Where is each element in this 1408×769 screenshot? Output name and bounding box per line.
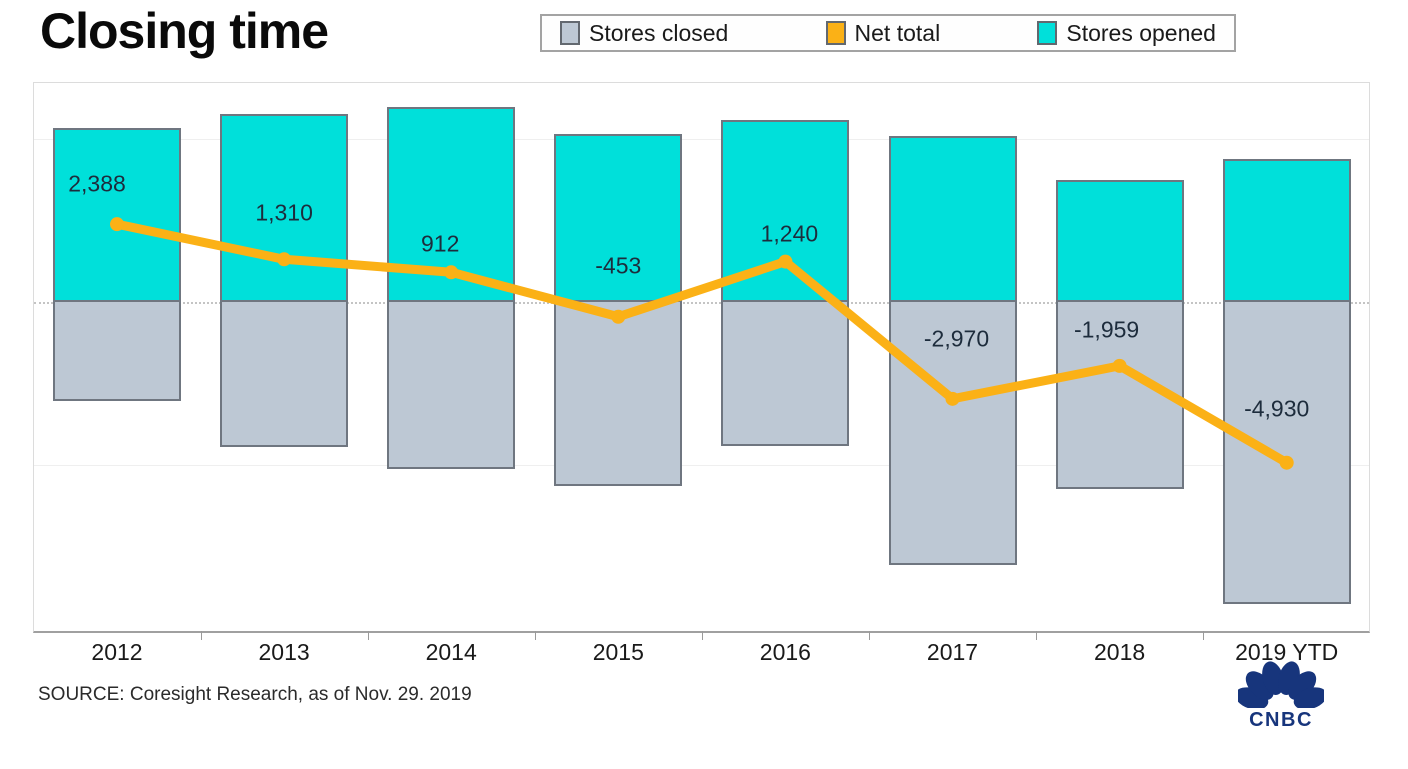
net-total-point-2016	[778, 254, 793, 269]
net-total-value-label: -1,959	[1073, 316, 1140, 343]
net-total-point-2012	[110, 217, 124, 232]
bar-stores-opened-2019 YTD	[1222, 158, 1351, 302]
bar-stores-closed-2012	[53, 302, 181, 402]
net-total-point-2014	[444, 265, 459, 280]
stores-closed-swatch-icon	[560, 21, 580, 45]
x-axis-tick	[534, 631, 536, 640]
x-axis-label-2015: 2015	[592, 639, 644, 665]
x-axis-label-2013: 2013	[258, 639, 310, 665]
x-axis-label-2019 YTD: 2019 YTD	[1235, 639, 1339, 665]
x-axis-tick	[1036, 631, 1038, 640]
x-axis-tick	[200, 631, 202, 640]
x-axis-label-2018: 2018	[1094, 639, 1146, 665]
bar-stores-opened-2016	[721, 120, 850, 302]
bar-stores-opened-2013	[220, 113, 349, 302]
legend-label: Stores closed	[589, 19, 729, 46]
x-axis-label-2012: 2012	[91, 639, 143, 665]
net-total-value-label: -2,970	[923, 325, 990, 352]
net-total-line-svg	[110, 217, 1294, 470]
stores-opened-swatch-icon	[1037, 21, 1058, 45]
net-total-point-2017	[945, 391, 960, 406]
net-total-value-label: 2,388	[68, 170, 126, 197]
source-note: SOURCE: Coresight Research, as of Nov. 2…	[38, 684, 472, 705]
x-axis-tick	[701, 631, 703, 640]
x-axis-tick	[367, 631, 369, 640]
bar-stores-opened-2015	[554, 134, 683, 302]
gridline	[34, 139, 1369, 140]
net-total-point-2019 YTD	[1279, 455, 1294, 470]
zero-baseline	[34, 302, 1369, 304]
bar-stores-opened-2018	[1055, 180, 1184, 302]
bar-stores-closed-2015	[554, 302, 683, 486]
chart-legend: Stores closed Net total Stores opened	[540, 14, 1236, 52]
legend-label: Net total	[854, 19, 941, 46]
x-axis-label-2016: 2016	[759, 639, 811, 665]
bar-stores-closed-2019 YTD	[1222, 302, 1351, 604]
legend-item-net-total: Net total	[825, 19, 941, 47]
page-title: Closing time	[40, 3, 329, 59]
net-total-value-label: -4,930	[1244, 395, 1310, 422]
legend-label: Stores opened	[1066, 19, 1216, 46]
x-axis-label-2017: 2017	[926, 639, 979, 665]
bar-stores-closed-2014	[387, 302, 516, 469]
x-axis-tick	[1203, 631, 1205, 640]
bar-stores-opened-2017	[888, 136, 1017, 302]
bar-stores-closed-2013	[220, 302, 349, 448]
peacock-feather	[1262, 661, 1284, 695]
cnbc-peacock-icon	[1235, 661, 1327, 710]
x-axis-tick	[868, 631, 870, 640]
net-total-point-2013	[277, 252, 292, 267]
net-total-value-label: 912	[421, 230, 460, 257]
legend-item-stores-opened: Stores opened	[1037, 20, 1216, 47]
net-total-value-label: -453	[595, 252, 642, 279]
peacock-feather	[1293, 687, 1327, 710]
cnbc-logo: CNBC	[1235, 660, 1327, 732]
plot-area: 2,388 1,310 912 -453 1,240 -2,970 -1,959 -4,930…	[33, 82, 1370, 665]
net-total-swatch-icon	[825, 21, 846, 45]
bar-stores-closed-2017	[888, 302, 1017, 566]
gridline	[34, 465, 1369, 466]
net-total-point-2015	[611, 309, 626, 324]
x-axis-label-2014: 2014	[425, 639, 477, 665]
legend-item-stores-closed: Stores closed	[560, 20, 728, 47]
net-total-value-label: 1,310	[255, 199, 313, 226]
net-total-point-2018	[1112, 358, 1127, 373]
bar-stores-opened-2012	[53, 127, 181, 302]
bar-stores-closed-2016	[721, 302, 850, 447]
cnbc-wordmark: CNBC	[1249, 709, 1313, 731]
net-total-value-label: 1,240	[760, 220, 819, 247]
net-total-line	[112, 219, 1292, 468]
